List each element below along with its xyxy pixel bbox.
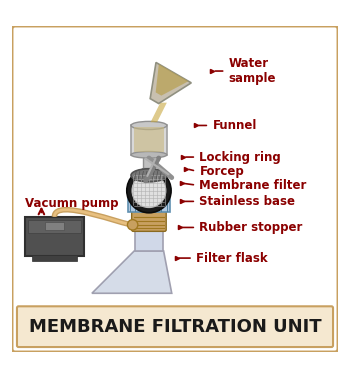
FancyBboxPatch shape	[12, 26, 338, 352]
Ellipse shape	[131, 152, 167, 158]
Text: Vacumn pump: Vacumn pump	[25, 197, 119, 210]
Text: Funnel: Funnel	[212, 119, 257, 132]
Polygon shape	[92, 251, 172, 293]
Text: Water
sample: Water sample	[229, 57, 276, 85]
Text: MEMBRANE FILTRATION UNIT: MEMBRANE FILTRATION UNIT	[29, 319, 321, 336]
Bar	[28, 220, 80, 233]
Bar	[45, 222, 64, 230]
Ellipse shape	[131, 121, 167, 130]
FancyBboxPatch shape	[25, 217, 84, 256]
Bar	[32, 255, 77, 261]
Polygon shape	[150, 62, 191, 104]
Circle shape	[132, 174, 166, 208]
Text: Filter flask: Filter flask	[196, 252, 268, 265]
Text: Rubber stopper: Rubber stopper	[199, 221, 303, 234]
Text: Membrane filter: Membrane filter	[199, 178, 307, 192]
Polygon shape	[156, 64, 188, 96]
Circle shape	[127, 169, 171, 213]
FancyBboxPatch shape	[17, 306, 333, 347]
Ellipse shape	[131, 169, 167, 182]
Polygon shape	[134, 127, 163, 152]
FancyBboxPatch shape	[128, 199, 170, 212]
Text: Locking ring: Locking ring	[199, 150, 281, 164]
Polygon shape	[131, 125, 167, 155]
FancyBboxPatch shape	[132, 210, 166, 231]
Bar	[143, 153, 155, 168]
Text: Forcep: Forcep	[199, 164, 244, 178]
Polygon shape	[150, 103, 167, 122]
Circle shape	[127, 220, 138, 230]
Bar	[135, 230, 163, 251]
Text: Stainless base: Stainless base	[199, 195, 295, 208]
